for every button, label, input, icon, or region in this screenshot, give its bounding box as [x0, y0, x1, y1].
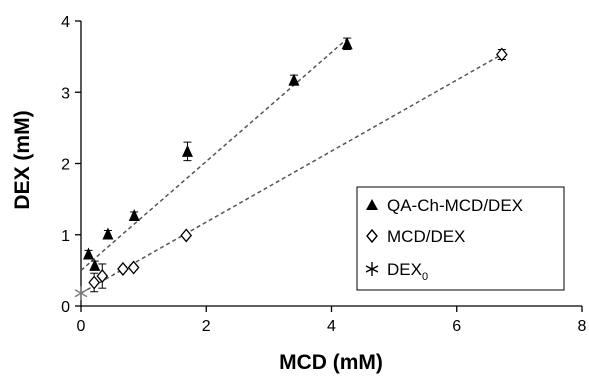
legend-label-dex0-subscript: 0 — [422, 271, 428, 283]
legend-box — [356, 186, 565, 291]
y-tick-label: 3 — [61, 85, 70, 102]
y-tick-label: 0 — [61, 299, 70, 316]
legend-triangle-icon — [366, 199, 378, 210]
asterisk-marker — [74, 286, 88, 301]
legend-asterisk-icon — [365, 262, 379, 276]
legend-label-dex0-main: DEX — [387, 260, 422, 279]
diamond-marker — [96, 269, 109, 284]
x-tick-label: 0 — [77, 318, 86, 335]
triangle-marker — [89, 258, 101, 271]
legend-item-dex0: DEX0 — [365, 260, 428, 283]
diamond-marker — [117, 261, 129, 276]
triangle-marker — [83, 247, 95, 260]
triangle-marker — [341, 37, 353, 50]
asterisk-stroke — [74, 289, 88, 298]
fit-lines — [80, 38, 503, 294]
triangle-marker — [102, 227, 114, 240]
legend-label-dex0: DEX0 — [387, 260, 428, 283]
y-tick-label: 2 — [61, 157, 70, 174]
y-tick-label: 4 — [61, 14, 70, 31]
legend-item-qa-ch-mcd-dex: QA-Ch-MCD/DEX — [366, 196, 523, 215]
triangle-marker — [181, 144, 193, 157]
diamond-marker — [495, 47, 508, 62]
x-tick-label: 2 — [202, 318, 211, 335]
diamond-marker — [180, 228, 193, 243]
legend-item-mcd-dex: MCD/DEX — [366, 227, 465, 246]
legend-diamond-icon — [366, 228, 378, 244]
x-axis-title: MCD (mM) — [279, 351, 383, 374]
diamond-marker — [88, 275, 100, 290]
legend-label-mcd-dex: MCD/DEX — [387, 227, 465, 246]
y-tick-label: 1 — [61, 228, 70, 245]
legend-label-qa-ch-mcd-dex: QA-Ch-MCD/DEX — [387, 196, 523, 215]
triangle-marker — [288, 73, 300, 86]
y-axis-title: DEX (mM) — [11, 110, 34, 209]
x-tick-label: 4 — [327, 318, 336, 335]
fit-line — [80, 53, 503, 294]
fit-line — [80, 38, 348, 271]
legend: QA-Ch-MCD/DEX MCD/DEX DEX0 — [356, 186, 565, 291]
axes: 0 2 4 6 8 0 1 2 3 4 — [61, 14, 586, 335]
diamond-marker — [127, 260, 140, 275]
x-tick-label: 6 — [452, 318, 461, 335]
data-markers — [74, 37, 508, 301]
x-tick-label: 8 — [578, 318, 587, 335]
triangle-marker — [128, 209, 140, 222]
